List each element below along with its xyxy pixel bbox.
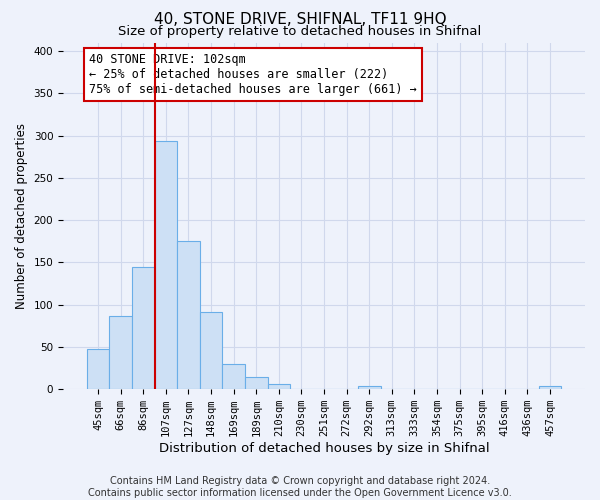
Bar: [87, 350, 109, 389]
Bar: [358, 386, 380, 389]
Bar: [268, 384, 290, 389]
Bar: [245, 378, 268, 389]
Bar: [539, 386, 561, 389]
Text: Contains HM Land Registry data © Crown copyright and database right 2024.
Contai: Contains HM Land Registry data © Crown c…: [88, 476, 512, 498]
Bar: [132, 268, 155, 389]
Text: 40, STONE DRIVE, SHIFNAL, TF11 9HQ: 40, STONE DRIVE, SHIFNAL, TF11 9HQ: [154, 12, 446, 28]
Text: Size of property relative to detached houses in Shifnal: Size of property relative to detached ho…: [118, 25, 482, 38]
Y-axis label: Number of detached properties: Number of detached properties: [15, 123, 28, 309]
Bar: [109, 316, 132, 389]
X-axis label: Distribution of detached houses by size in Shifnal: Distribution of detached houses by size …: [159, 442, 490, 455]
Bar: [200, 312, 223, 389]
Bar: [223, 364, 245, 389]
Bar: [155, 140, 177, 389]
Text: 40 STONE DRIVE: 102sqm
← 25% of detached houses are smaller (222)
75% of semi-de: 40 STONE DRIVE: 102sqm ← 25% of detached…: [89, 53, 417, 96]
Bar: [177, 241, 200, 389]
